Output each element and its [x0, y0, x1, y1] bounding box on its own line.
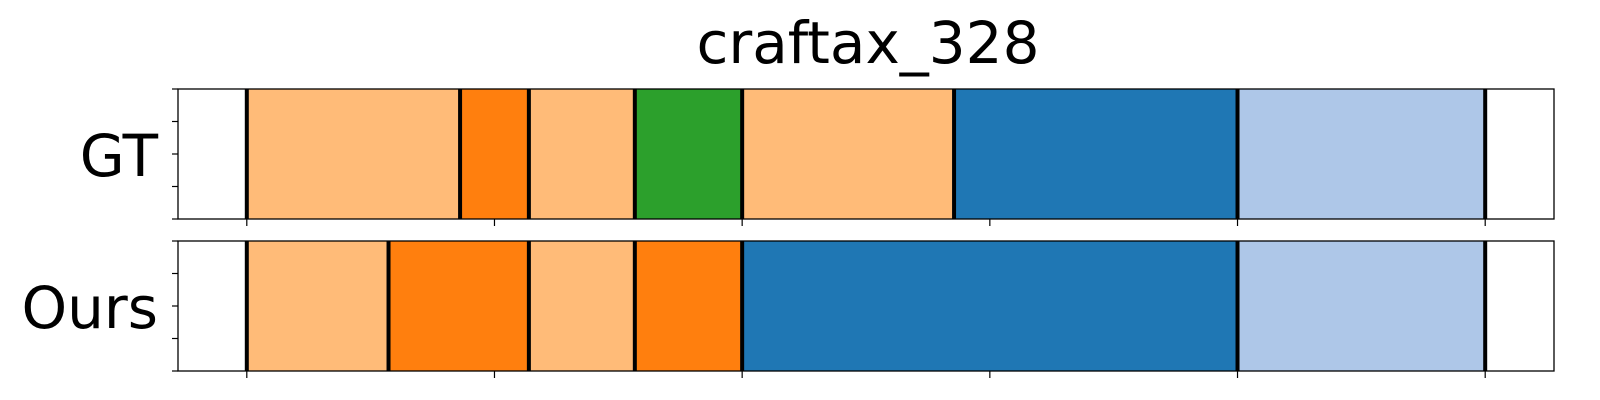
chart-rows: GT Ours [22, 88, 1555, 378]
row-label: Ours [22, 274, 158, 342]
segment-4 [742, 89, 955, 219]
segment-5 [1237, 241, 1486, 371]
segment-2 [528, 89, 635, 219]
segment-6 [1237, 89, 1486, 219]
row-0: GT [80, 88, 1555, 226]
segment-1 [388, 241, 529, 371]
segment-0 [246, 241, 389, 371]
row-label: GT [80, 122, 159, 190]
segment-5 [954, 89, 1238, 219]
row-1: Ours [22, 240, 1555, 378]
segment-3 [634, 89, 743, 219]
segment-1 [460, 89, 529, 219]
segment-2 [528, 241, 635, 371]
chart-title: craftax_328 [697, 9, 1040, 77]
segment-4 [742, 241, 1238, 371]
segment-3 [634, 241, 743, 371]
segment-0 [246, 89, 461, 219]
